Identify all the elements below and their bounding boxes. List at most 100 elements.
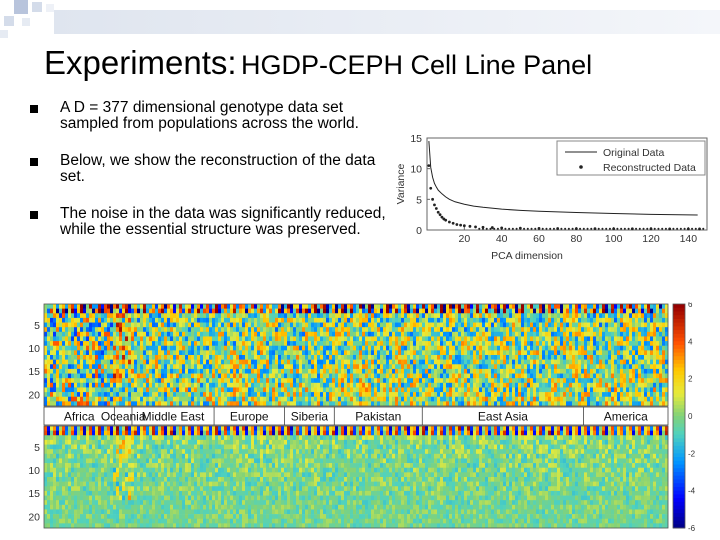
heatmap-cell [194, 336, 198, 342]
data-point-reconstructed [560, 227, 563, 230]
heatmap-cell [365, 396, 369, 402]
heatmap-cell [374, 350, 378, 356]
heatmap-cell [449, 355, 453, 360]
heatmap-cell [74, 373, 78, 379]
heatmap-cell [578, 336, 582, 342]
heatmap-cell [131, 378, 135, 384]
heatmap-cell [512, 378, 516, 384]
heatmap-cell [134, 355, 138, 360]
heatmap-cell [662, 331, 666, 337]
heatmap-cell [434, 345, 438, 351]
heatmap-cell [332, 336, 336, 342]
heatmap-cell [341, 317, 345, 323]
heatmap-cell [464, 368, 468, 374]
heatmap-cell [143, 304, 147, 309]
heatmap-cell [110, 368, 114, 374]
heatmap-cell [212, 426, 216, 431]
heatmap-cell [107, 331, 111, 337]
heatmap-cell [113, 426, 117, 431]
heatmap-cell [596, 392, 600, 398]
heatmap-cell [128, 368, 132, 374]
heatmap-cell [365, 355, 369, 360]
heatmap-cell [332, 378, 336, 384]
heatmap-cell [254, 308, 258, 314]
heatmap-cell [449, 378, 453, 384]
heatmap-cell [464, 304, 468, 309]
heatmap-cell [248, 401, 252, 407]
heatmap-cell [308, 345, 312, 351]
heatmap-cell [50, 426, 54, 431]
heatmap-cell [602, 426, 606, 431]
heatmap-cell [176, 345, 180, 351]
heatmap-cell [179, 368, 183, 374]
heatmap-cell [527, 345, 531, 351]
heatmap-cell [461, 426, 465, 431]
heatmap-cell [62, 308, 66, 314]
heatmap-cell [71, 426, 75, 431]
heatmap-cell [638, 345, 642, 351]
heatmap-cell [416, 426, 420, 431]
heatmap-cell [86, 350, 90, 356]
heatmap-cell [188, 341, 192, 347]
heatmap-cell [173, 308, 177, 314]
heatmap-cell [377, 359, 381, 365]
heatmap-cell [170, 317, 174, 323]
heatmap-cell [389, 359, 393, 365]
heatmap-cell [557, 341, 561, 347]
heatmap-cell [227, 331, 231, 337]
heatmap-cell [188, 322, 192, 328]
heatmap-cell [308, 336, 312, 342]
heatmap-cell [503, 378, 507, 384]
heatmap-cell [101, 322, 105, 328]
heatmap-cell [143, 317, 147, 323]
heatmap-cell [98, 364, 102, 370]
heatmap-cell [380, 387, 384, 393]
heatmap-cell [89, 327, 93, 333]
heatmap-cell [269, 368, 273, 374]
heatmap-cell [506, 345, 510, 351]
heatmap-cell [494, 364, 498, 370]
heatmap-cell [389, 355, 393, 360]
heatmap-cell [110, 382, 114, 388]
heatmap-cell [566, 341, 570, 347]
heatmap-cell [239, 304, 243, 309]
heatmap-cell [623, 350, 627, 356]
heatmap-cell [647, 392, 651, 398]
heatmap-cell [227, 359, 231, 365]
heatmap-cell [623, 364, 627, 370]
heatmap-cell [68, 364, 72, 370]
heatmap-cell [89, 331, 93, 337]
heatmap-cell [170, 426, 174, 431]
heatmap-cell [152, 359, 156, 365]
heatmap-cell [611, 392, 615, 398]
heatmap-cell [554, 336, 558, 342]
heatmap-cell [143, 364, 147, 370]
heatmap-cell [461, 355, 465, 360]
heatmap-cell [392, 317, 396, 323]
heatmap-cell [320, 317, 324, 323]
heatmap-cell [359, 331, 363, 337]
heatmap-cell [635, 373, 639, 379]
heatmap-cell [71, 308, 75, 314]
heatmap-cell [569, 336, 573, 342]
heatmap-cell [539, 359, 543, 365]
heatmap-cell [425, 401, 429, 407]
heatmap-cell [470, 364, 474, 370]
heatmap-cell [602, 387, 606, 393]
heatmap-cell [167, 373, 171, 379]
heatmap-cell [509, 341, 513, 347]
heatmap-cell [551, 387, 555, 393]
heatmap-cell [422, 401, 426, 407]
heatmap-cell [449, 304, 453, 309]
heatmap-cell [158, 322, 162, 328]
heatmap-cell [293, 364, 297, 370]
heatmap-cell [431, 426, 435, 431]
heatmap-cell [623, 336, 627, 342]
heatmap-cell [350, 426, 354, 431]
y-axis-label: Variance [395, 164, 407, 205]
heatmap-cell [620, 322, 624, 328]
heatmap-cell [410, 313, 414, 319]
heatmap-cell [665, 396, 669, 402]
heatmap-cell [251, 345, 255, 351]
heatmap-cell [263, 426, 267, 431]
